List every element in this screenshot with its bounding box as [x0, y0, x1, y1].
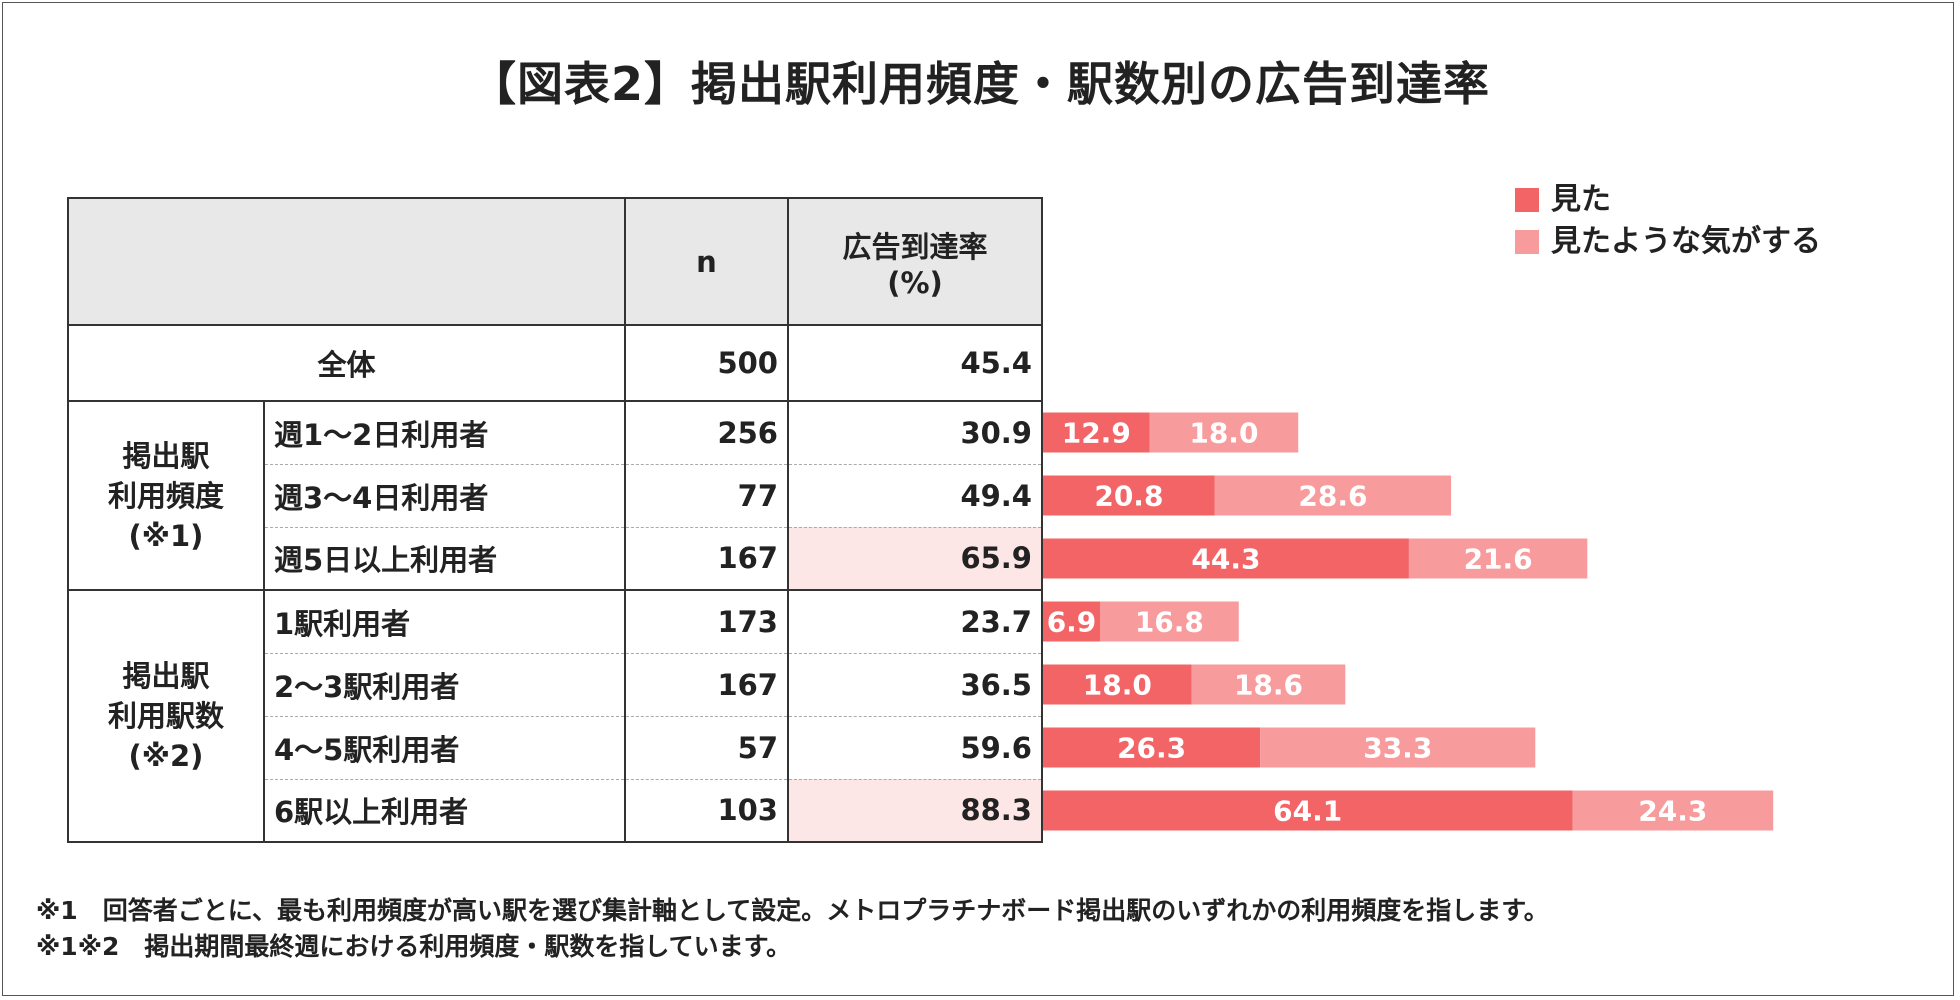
- group1-label-line: 利用頻度: [107, 478, 224, 513]
- header-rate-line1: 広告到達率: [842, 229, 988, 264]
- legend-seen-swatch: [1515, 188, 1539, 212]
- overall-row: 全体 500 45.4: [67, 324, 1043, 402]
- row-n: 103: [624, 778, 789, 843]
- table-row: 週5日以上利用者 167 65.9: [68, 526, 1043, 591]
- bar-value-label: 44.3: [1191, 543, 1260, 576]
- row-rate: 49.4: [787, 463, 1043, 528]
- row-label: 2〜3駅利用者: [263, 652, 626, 717]
- table-row: 6駅以上利用者 103 88.3: [68, 778, 1043, 843]
- bar-seen: [1043, 664, 1192, 705]
- bar-value-label: 12.9: [1062, 417, 1131, 450]
- row-label: 週3〜4日利用者: [263, 463, 626, 528]
- row-label: 4〜5駅利用者: [263, 715, 626, 780]
- bar-value-label: 64.1: [1273, 795, 1342, 828]
- group2-label: 掲出駅 利用駅数 (※2): [67, 589, 265, 843]
- row-n: 57: [624, 715, 789, 780]
- row-n: 167: [624, 652, 789, 717]
- legend-maybe: 見たような気がする: [1515, 222, 1821, 262]
- overall-label: 全体: [67, 324, 626, 402]
- bar-seen: [1043, 412, 1150, 453]
- row-rate-highlight: 65.9: [787, 526, 1043, 591]
- row-label: 6駅以上利用者: [263, 778, 626, 843]
- legend-maybe-label: 見たような気がする: [1551, 224, 1821, 259]
- header-n: n: [624, 197, 789, 326]
- group1-label: 掲出駅 利用頻度 (※1): [67, 400, 265, 591]
- group1-label-line: 掲出駅: [122, 438, 210, 473]
- bar-maybe-seen: [1260, 727, 1536, 768]
- group2-label-line: (※2): [128, 739, 204, 773]
- bar-maybe-seen: [1191, 664, 1346, 705]
- legend-seen: 見た: [1515, 180, 1611, 220]
- bar-seen: [1043, 601, 1100, 642]
- bar-value-label: 28.6: [1298, 480, 1367, 513]
- group2-label-line: 利用駅数: [107, 699, 224, 733]
- bar-value-label: 24.3: [1638, 795, 1707, 828]
- group2-label-line: 掲出駅: [122, 659, 210, 693]
- row-label: 週5日以上利用者: [263, 526, 626, 591]
- row-rate: 30.9: [787, 400, 1043, 465]
- table-row: 週3〜4日利用者 77 49.4: [68, 463, 1043, 528]
- bar-maybe-seen: [1572, 790, 1774, 831]
- header-blank: [67, 197, 626, 326]
- table-row: 掲出駅 利用駅数 (※2) 1駅利用者 173 23.7: [67, 589, 1043, 843]
- chart-title: 【図表2】掲出駅利用頻度・駅数別の広告到達率: [469, 57, 1490, 111]
- row-rate-highlight: 88.3: [787, 778, 1043, 843]
- bar-maybe-seen: [1408, 538, 1588, 579]
- bar-maybe-seen: [1214, 475, 1452, 516]
- data-table: n 広告到達率 (%) 全体 500 45.4 掲出駅 利用頻度 (※1) 週1…: [67, 197, 1043, 843]
- bar-value-label: 16.8: [1135, 606, 1204, 639]
- header-rate-line2: (%): [887, 265, 943, 300]
- table-header-row: n 広告到達率 (%): [67, 197, 1043, 326]
- row-n: 173: [624, 589, 789, 654]
- footnote-2: ※1※2 掲出期間最終週における利用頻度・駅数を指しています。: [36, 932, 792, 961]
- bar-value-label: 26.3: [1117, 732, 1186, 765]
- legend-seen-label: 見た: [1551, 182, 1611, 217]
- bar-maybe-seen: [1099, 601, 1239, 642]
- bar-seen: [1043, 538, 1409, 579]
- bar-value-label: 6.9: [1047, 606, 1097, 639]
- overall-rate: 45.4: [787, 324, 1043, 402]
- row-n: 77: [624, 463, 789, 528]
- row-rate: 36.5: [787, 652, 1043, 717]
- bar-value-label: 18.6: [1234, 669, 1303, 702]
- header-rate: 広告到達率 (%): [787, 197, 1043, 326]
- bar-value-label: 21.6: [1464, 543, 1533, 576]
- bar-seen: [1043, 790, 1573, 831]
- bar-seen: [1043, 727, 1261, 768]
- row-n: 167: [624, 526, 789, 591]
- bar-value-label: 18.0: [1189, 417, 1258, 450]
- bar-maybe-seen: [1149, 412, 1299, 453]
- row-rate: 23.7: [787, 589, 1043, 654]
- bar-value-label: 33.3: [1363, 732, 1432, 765]
- group1-label-line: (※1): [128, 518, 204, 553]
- overall-n: 500: [624, 324, 789, 402]
- bar-seen: [1043, 475, 1215, 516]
- table-row: 2〜3駅利用者 167 36.5: [68, 652, 1043, 717]
- footnotes: ※1 回答者ごとに、最も利用頻度が高い駅を選び集計軸として設定。メトロプラチナボ…: [36, 893, 1549, 965]
- footnote-1: ※1 回答者ごとに、最も利用頻度が高い駅を選び集計軸として設定。メトロプラチナボ…: [36, 896, 1549, 925]
- legend-maybe-swatch: [1515, 230, 1539, 254]
- table-row: 4〜5駅利用者 57 59.6: [68, 715, 1043, 780]
- table-row: 掲出駅 利用頻度 (※1) 週1〜2日利用者 256 30.9: [67, 400, 1043, 591]
- bar-value-label: 20.8: [1094, 480, 1163, 513]
- bar-value-label: 18.0: [1083, 669, 1152, 702]
- row-n: 256: [624, 400, 789, 465]
- row-rate: 59.6: [787, 715, 1043, 780]
